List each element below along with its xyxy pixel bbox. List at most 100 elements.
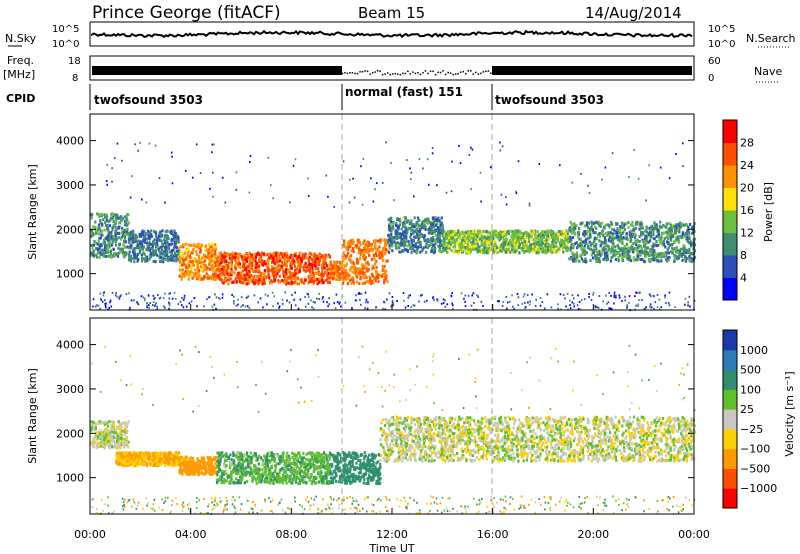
scatter-point xyxy=(595,243,598,246)
scatter-point xyxy=(158,256,161,260)
scatter-point xyxy=(328,281,331,284)
scatter-point xyxy=(454,238,457,242)
scatter-point xyxy=(609,259,612,263)
scatter-point xyxy=(435,237,438,241)
scatter-point xyxy=(385,269,388,273)
scatter-point xyxy=(285,255,289,259)
scatter-point xyxy=(660,233,663,237)
scatter-point xyxy=(353,196,356,199)
scatter-point xyxy=(348,255,352,259)
scatter-point xyxy=(374,279,377,283)
scatter-point xyxy=(529,243,532,247)
scatter-point xyxy=(163,251,166,255)
scatter-point xyxy=(477,230,480,234)
scatter-point xyxy=(300,280,303,284)
scatter-point xyxy=(512,246,515,250)
scatter-point xyxy=(291,261,295,265)
scatter-point xyxy=(559,230,562,234)
scatter-point xyxy=(171,237,174,241)
scatter-point xyxy=(560,238,563,242)
scatter-point xyxy=(683,247,686,251)
scatter-point xyxy=(124,422,127,426)
scatter-point xyxy=(342,251,345,255)
scatter-point xyxy=(687,256,690,260)
scatter-point xyxy=(130,299,133,302)
scatter-point xyxy=(112,254,115,258)
scatter-point xyxy=(289,271,292,275)
scatter-point xyxy=(202,277,205,281)
scatter-point xyxy=(604,247,607,251)
scatter-point xyxy=(621,252,624,256)
scatter-point xyxy=(667,228,670,232)
scatter-point xyxy=(347,257,350,261)
scatter-point xyxy=(462,247,465,251)
scatter-point xyxy=(422,246,425,250)
scatter-point xyxy=(263,269,266,272)
scatter-point xyxy=(509,300,511,303)
scatter-point xyxy=(216,274,219,278)
scatter-point xyxy=(652,233,655,236)
scatter-point xyxy=(626,252,629,256)
scatter-point xyxy=(487,249,490,252)
scatter-point xyxy=(517,296,520,299)
scatter-point xyxy=(134,143,136,146)
scatter-point xyxy=(205,272,208,276)
scatter-point xyxy=(383,301,386,304)
scatter-point xyxy=(526,245,530,249)
scatter-point xyxy=(184,263,187,267)
scatter-point xyxy=(480,200,482,203)
scatter-point xyxy=(268,276,271,280)
scatter-point xyxy=(192,261,195,265)
scatter-point xyxy=(588,192,591,194)
scatter-point xyxy=(520,246,523,250)
scatter-point xyxy=(334,261,337,265)
scatter-point xyxy=(584,252,587,256)
scatter-point xyxy=(210,251,213,254)
scatter-point xyxy=(517,244,520,248)
scatter-point xyxy=(618,296,621,299)
scatter-point xyxy=(544,241,547,244)
scatter-point xyxy=(164,306,166,309)
scatter-point xyxy=(115,291,117,294)
scatter-point xyxy=(339,262,342,266)
scatter-point xyxy=(453,245,456,249)
scatter-point xyxy=(218,297,220,299)
scatter-point xyxy=(433,221,436,224)
scatter-point xyxy=(330,263,333,267)
scatter-point xyxy=(361,271,364,274)
scatter-point xyxy=(557,249,560,253)
scatter-point xyxy=(127,258,131,262)
scatter-point xyxy=(511,294,513,297)
scatter-point xyxy=(243,273,246,277)
scatter-point xyxy=(211,248,214,251)
scatter-point xyxy=(586,232,589,236)
scatter-point xyxy=(483,240,486,244)
scatter-point xyxy=(689,305,691,308)
scatter-point xyxy=(359,271,362,275)
scatter-point xyxy=(608,249,612,253)
scatter-point xyxy=(582,252,585,256)
scatter-point xyxy=(637,177,640,180)
scatter-point xyxy=(571,301,574,304)
scatter-point xyxy=(97,213,101,216)
scatter-point xyxy=(479,237,482,241)
scatter-point xyxy=(158,232,161,236)
scatter-point xyxy=(241,258,245,262)
scatter-point xyxy=(621,246,624,250)
scatter-point xyxy=(614,236,617,240)
scatter-point xyxy=(236,254,239,258)
scatter-point xyxy=(99,252,102,256)
scatter-point xyxy=(609,307,612,310)
scatter-point xyxy=(370,243,373,246)
scatter-point xyxy=(131,236,134,240)
scatter-point xyxy=(249,278,252,282)
scatter-point xyxy=(510,235,513,239)
scatter-point xyxy=(691,231,694,235)
scatter-point xyxy=(119,427,122,431)
scatter-point xyxy=(486,242,489,246)
scatter-point xyxy=(645,235,648,239)
scatter-point xyxy=(426,239,430,243)
scatter-point xyxy=(106,424,109,428)
scatter-point xyxy=(389,217,392,221)
scatter-point xyxy=(417,223,420,227)
